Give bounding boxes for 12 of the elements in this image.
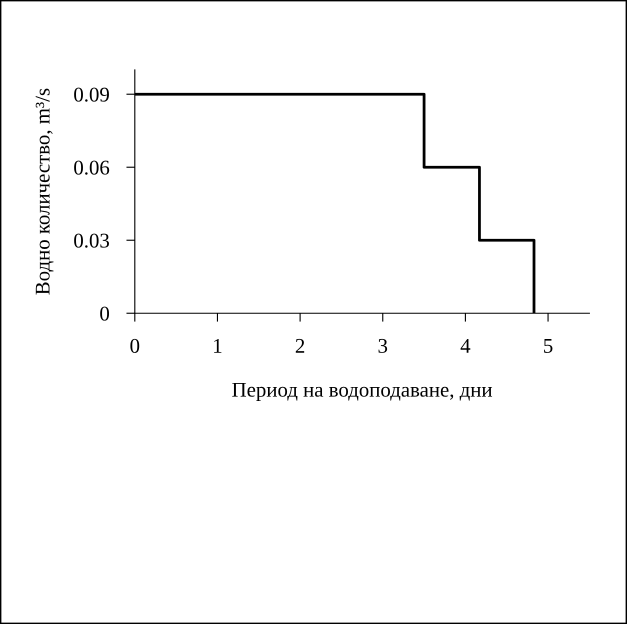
y-tick-label: 0.06 bbox=[74, 160, 110, 175]
y-axis-title: Водно количество, m³/s bbox=[36, 88, 54, 295]
x-tick-label: 2 bbox=[296, 338, 304, 353]
y-tick-label: 0.03 bbox=[74, 234, 109, 248]
x-tick-label: 1 bbox=[214, 338, 222, 353]
x-tick-label: 0 bbox=[130, 338, 140, 353]
y-tick-label: 0 bbox=[100, 306, 110, 321]
x-tick-label: 5 bbox=[544, 339, 552, 353]
x-axis-title: Период на водоподаване, дни bbox=[232, 382, 492, 402]
y-tick-label: 0.09 bbox=[74, 88, 109, 102]
x-tick-label: 4 bbox=[460, 338, 470, 353]
x-tick-label: 3 bbox=[378, 338, 388, 353]
